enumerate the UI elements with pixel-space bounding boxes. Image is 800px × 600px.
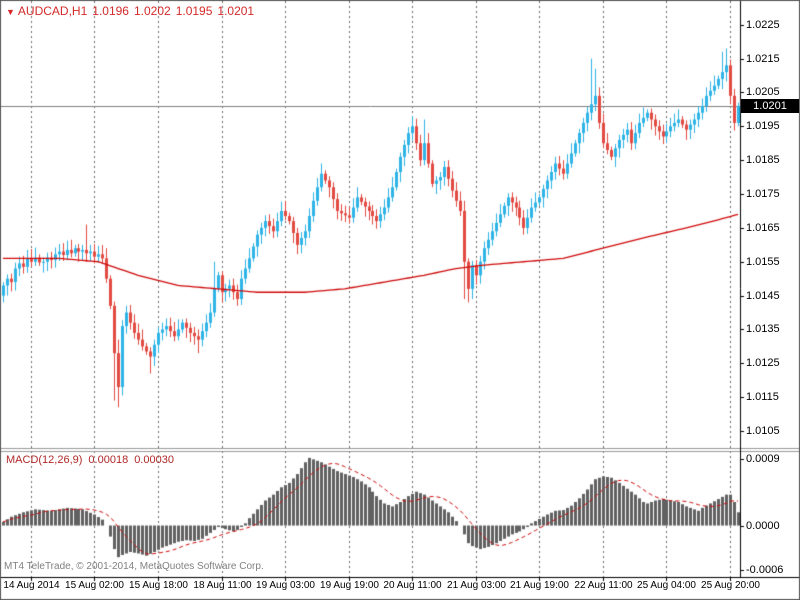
time-axis-label: 25 Aug 20:00 <box>701 580 760 591</box>
time-axis-label: 18 Aug 11:00 <box>193 580 252 591</box>
macd-main-value: 0.00018 <box>88 454 129 466</box>
time-axis-label: 14 Aug 2014 <box>3 580 60 591</box>
price-tick-label: 1.0215 <box>746 52 780 65</box>
ohlc-high-value: 1.0202 <box>133 4 171 18</box>
price-tick-label: 1.0135 <box>746 322 780 335</box>
price-tick-label: 1.0225 <box>746 18 780 31</box>
price-tick-label: 1.0105 <box>746 424 780 437</box>
macd-tick-label: -0.0006 <box>746 563 784 576</box>
time-axis-label: 15 Aug 02:00 <box>65 580 124 591</box>
time-axis-label: 25 Aug 04:00 <box>637 580 696 591</box>
macd-value-axis[interactable] <box>740 452 800 577</box>
current-price-label: 1.0201 <box>753 100 787 112</box>
price-tick-label: 1.0175 <box>746 187 780 200</box>
price-tick-label: 1.0205 <box>746 85 780 98</box>
time-axis-label: 22 Aug 11:00 <box>574 580 633 591</box>
price-tick-label: 1.0115 <box>746 390 779 403</box>
watermark-text: MT4 TeleTrade, © 2001-2014, MetaQuotes S… <box>4 561 264 572</box>
symbol-timeframe-label: AUDCAD,H1 <box>17 4 88 18</box>
ohlc-low-value: 1.0195 <box>175 4 213 18</box>
time-axis-label: 19 Aug 03:00 <box>256 580 315 591</box>
price-tick-label: 1.0145 <box>746 289 780 302</box>
ohlc-open-value: 1.0196 <box>92 4 129 18</box>
current-price-badge: 1.0201 <box>741 99 799 113</box>
time-axis-label: 21 Aug 03:00 <box>447 580 506 591</box>
time-axis-label: 21 Aug 19:00 <box>510 580 569 591</box>
time-axis-label: 15 Aug 18:00 <box>129 580 188 591</box>
chart-header: ▼ AUDCAD,H1 1.0196 1.0202 1.0195 1.0201 <box>6 4 259 18</box>
price-tick-label: 1.0185 <box>746 153 780 166</box>
time-axis-label: 20 Aug 11:00 <box>383 580 442 591</box>
price-tick-label: 1.0165 <box>746 221 780 234</box>
time-axis[interactable]: 14 Aug 2014 15 Aug 02:00 15 Aug 18:00 18 Au… <box>0 577 800 600</box>
macd-indicator-label: MACD(12,26,9) <box>6 454 83 466</box>
price-tick-label: 1.0125 <box>746 356 780 369</box>
dropdown-arrow-icon[interactable]: ▼ <box>6 7 15 17</box>
macd-signal-value: 0.00030 <box>134 454 174 466</box>
macd-indicator-header: MACD(12,26,9) 0.00018 0.00030 <box>6 454 180 466</box>
ohlc-close-value: 1.0201 <box>217 4 255 18</box>
macd-tick-label: 0.0009 <box>746 452 780 465</box>
price-tick-label: 1.0195 <box>746 119 780 132</box>
time-axis-label: 19 Aug 19:00 <box>320 580 379 591</box>
macd-tick-label: 0.0000 <box>746 519 780 532</box>
price-tick-label: 1.0155 <box>746 255 780 268</box>
